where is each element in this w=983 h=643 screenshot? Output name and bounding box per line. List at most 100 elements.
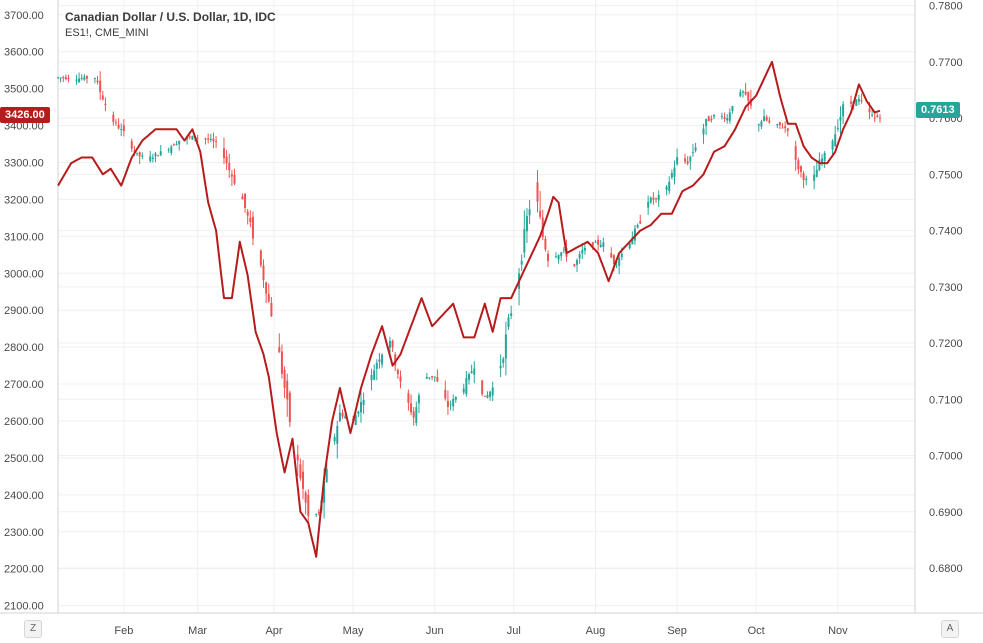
candle-body[interactable] xyxy=(665,186,668,190)
candle-body[interactable] xyxy=(112,114,115,122)
candle-body[interactable] xyxy=(831,140,834,150)
candle-body[interactable] xyxy=(504,334,507,359)
candle-body[interactable] xyxy=(396,369,399,375)
candle-body[interactable] xyxy=(373,370,376,380)
candle-body[interactable] xyxy=(668,181,671,191)
candle-body[interactable] xyxy=(425,376,428,379)
candle-body[interactable] xyxy=(452,398,455,407)
candle-body[interactable] xyxy=(246,211,249,216)
candle-body[interactable] xyxy=(523,229,526,253)
candle-body[interactable] xyxy=(836,127,839,130)
candle-body[interactable] xyxy=(855,99,858,106)
candle-body[interactable] xyxy=(713,115,716,117)
candle-body[interactable] xyxy=(702,128,705,135)
candle-body[interactable] xyxy=(378,359,381,362)
candle-body[interactable] xyxy=(391,340,394,348)
candle-body[interactable] xyxy=(325,468,328,482)
candle-body[interactable] xyxy=(149,156,152,162)
candle-body[interactable] xyxy=(96,80,99,82)
candle-body[interactable] xyxy=(228,163,231,171)
candle-body[interactable] xyxy=(784,126,787,129)
candle-body[interactable] xyxy=(296,454,299,461)
candle-body[interactable] xyxy=(757,124,760,126)
candle-body[interactable] xyxy=(510,313,513,316)
candle-body[interactable] xyxy=(818,159,821,171)
candle-body[interactable] xyxy=(444,389,447,399)
candle-body[interactable] xyxy=(407,393,410,403)
candle-body[interactable] xyxy=(178,140,181,145)
candle-body[interactable] xyxy=(562,249,565,251)
candle-body[interactable] xyxy=(594,241,597,243)
candle-body[interactable] xyxy=(172,144,175,146)
cad-usd-line-series[interactable] xyxy=(57,60,881,558)
candle-body[interactable] xyxy=(649,197,652,203)
candle-body[interactable] xyxy=(707,116,710,122)
candle-body[interactable] xyxy=(222,148,225,158)
candle-body[interactable] xyxy=(786,128,789,131)
candle-body[interactable] xyxy=(323,481,326,503)
candle-body[interactable] xyxy=(502,358,505,363)
candle-body[interactable] xyxy=(80,77,83,79)
candle-body[interactable] xyxy=(583,247,586,251)
candle-body[interactable] xyxy=(280,351,283,374)
candle-body[interactable] xyxy=(747,92,750,101)
legend-subtitle[interactable]: ES1!, CME_MINI xyxy=(65,27,149,39)
candle-body[interactable] xyxy=(813,174,816,181)
candle-body[interactable] xyxy=(85,76,88,79)
candle-body[interactable] xyxy=(170,146,173,154)
candle-body[interactable] xyxy=(578,254,581,259)
candle-body[interactable] xyxy=(209,138,212,140)
candle-body[interactable] xyxy=(876,115,879,118)
candle-body[interactable] xyxy=(576,260,579,265)
candle-body[interactable] xyxy=(381,354,384,365)
candle-body[interactable] xyxy=(723,117,726,119)
candle-body[interactable] xyxy=(133,150,136,152)
candle-body[interactable] xyxy=(428,377,431,379)
candle-body[interactable] xyxy=(388,341,391,349)
candle-body[interactable] xyxy=(499,365,502,369)
candle-body[interactable] xyxy=(871,114,874,116)
candle-body[interactable] xyxy=(547,253,550,261)
candle-body[interactable] xyxy=(536,182,539,202)
candle-body[interactable] xyxy=(483,395,486,397)
candle-body[interactable] xyxy=(544,238,547,250)
candle-body[interactable] xyxy=(710,118,713,121)
candle-body[interactable] xyxy=(491,387,494,396)
candle-body[interactable] xyxy=(114,122,117,124)
candle-body[interactable] xyxy=(481,380,484,395)
candle-body[interactable] xyxy=(815,169,818,178)
candle-body[interactable] xyxy=(120,128,123,130)
candle-body[interactable] xyxy=(839,116,842,121)
candle-body[interactable] xyxy=(655,198,658,200)
candle-body[interactable] xyxy=(489,391,492,397)
candle-body[interactable] xyxy=(62,77,65,79)
candle-body[interactable] xyxy=(728,112,731,121)
candle-body[interactable] xyxy=(130,141,133,149)
candle-body[interactable] xyxy=(354,415,357,426)
candle-body[interactable] xyxy=(799,166,802,172)
candle-body[interactable] xyxy=(618,257,621,266)
candle-body[interactable] xyxy=(860,100,863,102)
candle-body[interactable] xyxy=(689,156,692,162)
candle-body[interactable] xyxy=(154,153,157,157)
candle-body[interactable] xyxy=(821,158,824,163)
candle-body[interactable] xyxy=(850,101,853,104)
candle-body[interactable] xyxy=(768,120,771,123)
candle-body[interactable] xyxy=(742,91,744,93)
candle-body[interactable] xyxy=(560,252,563,257)
candle-body[interactable] xyxy=(288,392,291,423)
candle-body[interactable] xyxy=(333,437,336,442)
candle-body[interactable] xyxy=(633,228,636,241)
candle-body[interactable] xyxy=(760,121,763,127)
cad-usd-line[interactable] xyxy=(57,60,881,558)
candle-body[interactable] xyxy=(251,216,254,239)
candle-body[interactable] xyxy=(465,377,468,395)
candle-body[interactable] xyxy=(122,125,125,132)
candle-body[interactable] xyxy=(104,103,107,106)
candle-body[interactable] xyxy=(802,173,805,180)
candle-body[interactable] xyxy=(138,152,141,157)
time-axis[interactable]: Feb Mar Apr May Jun Jul Aug Sep Oct Nov xyxy=(114,625,848,637)
candle-body[interactable] xyxy=(468,374,470,380)
left-axis[interactable]: 3700.00 3600.00 3500.00 3400.00 3300.00 3200.… xyxy=(4,10,44,613)
candle-body[interactable] xyxy=(628,243,631,249)
